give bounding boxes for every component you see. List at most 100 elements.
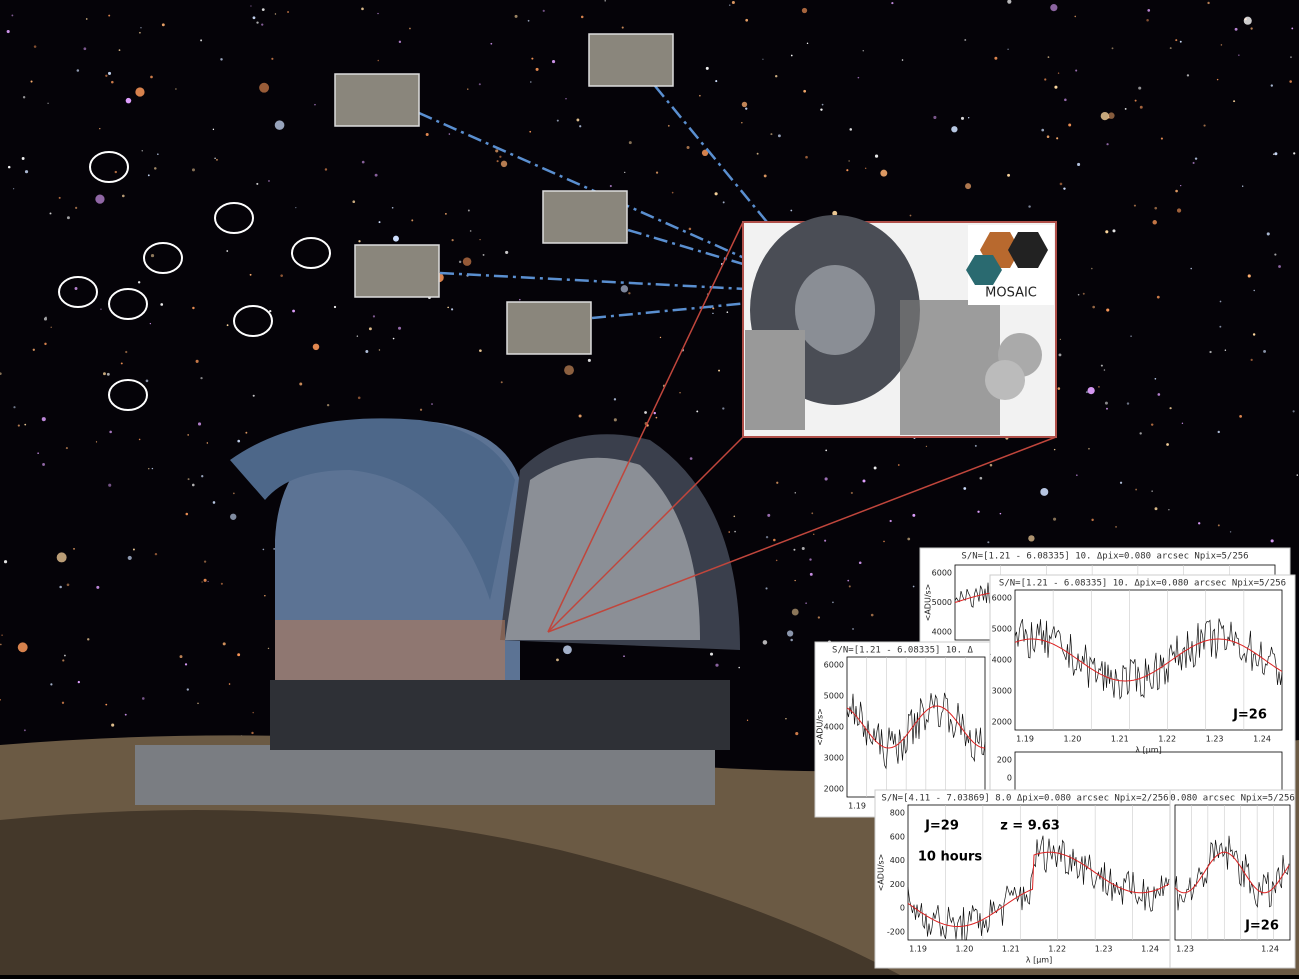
star <box>1154 377 1157 380</box>
panel-title: S/N=[1.21 - 6.08335] 10. Δ <box>832 646 973 656</box>
star <box>66 583 70 587</box>
star <box>628 292 631 295</box>
star <box>1239 414 1242 418</box>
star <box>96 585 100 589</box>
x-tick-label: 1.24 <box>1253 735 1271 744</box>
model <box>846 705 986 749</box>
star <box>499 155 502 158</box>
star <box>42 463 45 466</box>
annotation: J=26 <box>1244 919 1279 934</box>
star <box>1160 137 1163 140</box>
star <box>715 663 719 667</box>
star <box>1209 350 1212 354</box>
star <box>775 74 778 78</box>
star <box>1075 69 1078 72</box>
star <box>1134 99 1137 102</box>
star <box>965 183 972 190</box>
star <box>175 88 177 90</box>
star <box>770 133 773 136</box>
y-tick-label: 3000 <box>824 754 844 763</box>
star <box>314 103 316 106</box>
star <box>220 582 223 585</box>
star <box>604 0 606 2</box>
star <box>701 149 709 156</box>
star <box>1253 289 1255 292</box>
star <box>805 155 808 159</box>
star <box>542 9 545 12</box>
star <box>925 445 928 448</box>
star <box>1098 386 1100 388</box>
star <box>250 5 252 7</box>
star <box>1290 56 1292 59</box>
star <box>1106 407 1108 410</box>
spectrum <box>907 835 1170 941</box>
star <box>106 372 110 376</box>
star <box>1057 387 1061 390</box>
x-tick-label: 1.21 <box>1111 735 1129 744</box>
star <box>1047 56 1050 59</box>
star <box>203 578 207 582</box>
star <box>556 658 559 662</box>
star <box>75 206 78 209</box>
star <box>135 87 145 97</box>
star <box>1053 448 1056 451</box>
star <box>655 416 658 419</box>
star <box>64 654 66 657</box>
star <box>138 438 141 441</box>
star <box>361 7 364 11</box>
star <box>621 26 624 29</box>
star <box>1046 135 1050 138</box>
star <box>41 417 46 422</box>
star <box>832 601 834 604</box>
star <box>688 227 692 231</box>
plot-frame <box>1014 589 1283 731</box>
x-tick-label: 1.19 <box>848 802 866 811</box>
star <box>201 581 203 583</box>
star <box>222 642 226 646</box>
star <box>478 83 481 86</box>
x-axis-label: λ [μm] <box>1135 746 1161 755</box>
star <box>1190 267 1193 270</box>
star <box>37 452 40 455</box>
star <box>729 4 731 6</box>
star <box>1150 423 1154 426</box>
star <box>527 19 530 22</box>
star <box>699 94 701 97</box>
star <box>1147 9 1151 12</box>
star <box>1274 253 1277 256</box>
star <box>960 116 965 120</box>
star <box>411 219 414 222</box>
star <box>490 42 493 45</box>
star <box>909 214 912 217</box>
star <box>372 315 376 318</box>
star <box>197 702 199 705</box>
star <box>1157 393 1161 396</box>
star <box>249 273 252 276</box>
star <box>374 173 378 177</box>
star <box>1108 112 1115 119</box>
star <box>576 118 580 122</box>
star <box>1041 128 1045 132</box>
star <box>849 128 853 131</box>
star <box>0 698 1 701</box>
star <box>1007 173 1011 177</box>
star <box>232 492 235 495</box>
star <box>261 8 265 11</box>
spectrum-panel <box>1169 789 1296 969</box>
star <box>794 579 796 582</box>
star <box>1224 349 1227 351</box>
star <box>95 194 105 204</box>
star <box>795 732 799 736</box>
star <box>728 531 730 533</box>
star <box>107 71 112 75</box>
star <box>535 67 539 71</box>
star <box>1 634 3 636</box>
star <box>11 14 14 17</box>
star <box>712 312 714 315</box>
star <box>785 718 787 720</box>
star <box>801 7 808 14</box>
star <box>912 585 915 588</box>
star <box>274 13 277 15</box>
star <box>61 701 65 704</box>
